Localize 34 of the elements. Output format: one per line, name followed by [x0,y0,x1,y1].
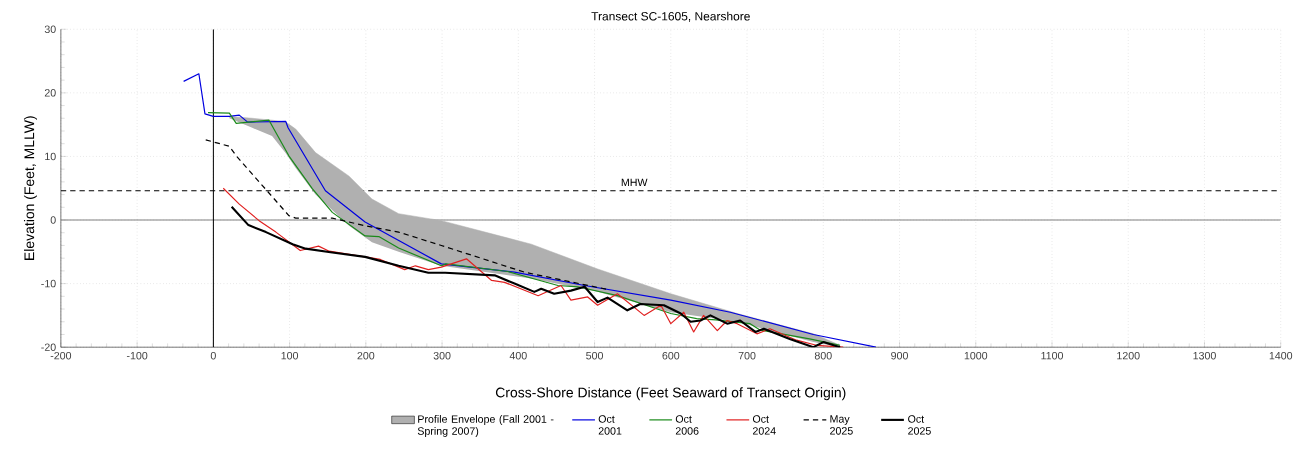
x-tick-label: 0 [210,351,216,360]
x-tick-label: 300 [433,351,451,360]
x-tick-label: 600 [662,351,680,360]
x-tick-label: 100 [281,351,299,360]
legend-label: May 2025 [830,415,853,435]
x-tick-label: 500 [586,351,604,360]
chart-title: Transect SC-1605, Nearshore [591,11,750,22]
x-tick-label: 400 [509,351,527,360]
y-axis-title: Elevation (Feet, MLLW) [23,116,37,260]
legend-label: Oct 2025 [908,415,931,435]
x-tick-label: 900 [891,351,908,360]
x-tick-label: 1000 [964,351,988,360]
x-tick-label: 1400 [1269,351,1293,360]
x-tick-label: 800 [814,351,832,360]
line-series [183,73,877,348]
y-tick-label: 10 [45,152,56,161]
legend-label: Oct 2001 [598,415,622,435]
ref-line-label: MHW [621,178,648,187]
x-tick-label: 1100 [1041,351,1064,360]
x-axis-title: Cross-Shore Distance (Feet Seaward of Transect Origin) [495,387,846,401]
legend-label: Oct 2024 [752,415,776,435]
x-tick-label: -200 [50,351,72,360]
y-tick-label: -20 [41,343,56,351]
y-tick-label: 20 [44,89,56,97]
x-tick-label: 700 [738,351,756,360]
legend-label: Oct 2006 [675,415,699,435]
y-tick-label: 0 [50,216,56,224]
y-tick-label: 30 [44,25,56,34]
legend-label: Profile Envelope (Fall 2001 - Spring 2007) [417,415,554,437]
y-tick-label: -10 [41,279,56,288]
x-tick-label: 1300 [1193,351,1216,360]
x-tick-label: 1200 [1117,351,1140,360]
x-tick-label: -100 [126,351,148,360]
x-tick-label: 200 [357,351,375,360]
